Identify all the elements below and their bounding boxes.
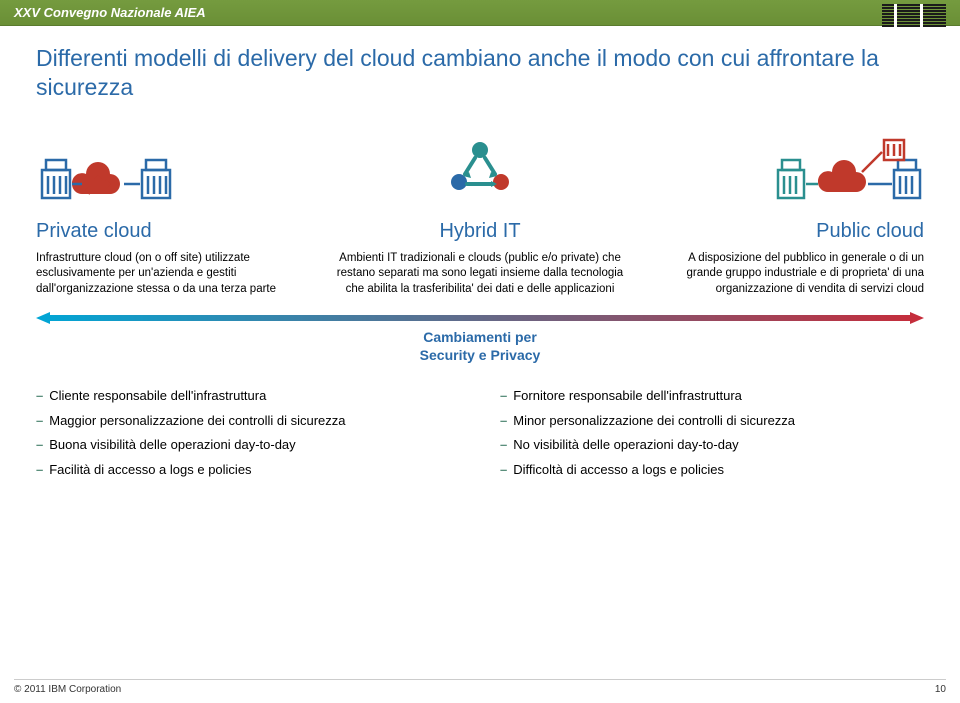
- list-item: –No visibilità delle operazioni day-to-d…: [500, 433, 924, 458]
- col-public: Public cloud A disposizione del pubblico…: [653, 136, 924, 298]
- header-bar: XXV Convegno Nazionale AIEA: [0, 0, 960, 26]
- list-item-text: Difficoltà di accesso a logs e policies: [513, 462, 724, 477]
- list-item-text: No visibilità delle operazioni day-to-da…: [513, 437, 738, 452]
- page-number: 10: [935, 684, 946, 695]
- list-item: –Difficoltà di accesso a logs e policies: [500, 458, 924, 483]
- dash-icon: –: [500, 413, 513, 428]
- list-item: –Cliente responsabile dell'infrastruttur…: [36, 384, 460, 409]
- conference-title: XXV Convegno Nazionale AIEA: [14, 5, 206, 20]
- private-heading: Private cloud: [36, 220, 307, 243]
- list-item-text: Cliente responsabile dell'infrastruttura: [49, 388, 266, 403]
- hybrid-cloud-icon: [331, 136, 629, 206]
- public-cloud-icon: [653, 136, 924, 206]
- slide-title: Differenti modelli di delivery del cloud…: [36, 44, 924, 102]
- dash-icon: –: [36, 437, 49, 452]
- list-item-text: Minor personalizzazione dei controlli di…: [513, 413, 795, 428]
- list-item-text: Fornitore responsabile dell'infrastruttu…: [513, 388, 742, 403]
- gradient-arrow: [36, 311, 924, 323]
- ibm-logo: [882, 4, 946, 33]
- dash-icon: –: [500, 437, 513, 452]
- dash-icon: –: [500, 462, 513, 477]
- list-item: –Buona visibilità delle operazioni day-t…: [36, 433, 460, 458]
- hybrid-heading: Hybrid IT: [331, 220, 629, 243]
- private-desc: Infrastrutture cloud (on o off site) uti…: [36, 251, 307, 298]
- change-label-line2: Security e Privacy: [420, 347, 541, 363]
- list-item: –Maggior personalizzazione dei controlli…: [36, 409, 460, 434]
- footer: © 2011 IBM Corporation 10: [14, 679, 946, 695]
- list-item-text: Facilità di accesso a logs e policies: [49, 462, 251, 477]
- public-heading: Public cloud: [653, 220, 924, 243]
- change-label-line1: Cambiamenti per: [423, 329, 537, 345]
- list-item: –Fornitore responsabile dell'infrastrutt…: [500, 384, 924, 409]
- list-item-text: Maggior personalizzazione dei controlli …: [49, 413, 345, 428]
- copyright: © 2011 IBM Corporation: [14, 684, 121, 695]
- list-item: –Minor personalizzazione dei controlli d…: [500, 409, 924, 434]
- col-hybrid: Hybrid IT Ambienti IT tradizionali e clo…: [331, 136, 629, 298]
- hybrid-desc: Ambienti IT tradizionali e clouds (publi…: [331, 251, 629, 298]
- right-list: –Fornitore responsabile dell'infrastrutt…: [500, 384, 924, 483]
- columns-row: Private cloud Infrastrutture cloud (on o…: [36, 136, 924, 298]
- left-list: –Cliente responsabile dell'infrastruttur…: [36, 384, 460, 483]
- col-private: Private cloud Infrastrutture cloud (on o…: [36, 136, 307, 298]
- lists-row: –Cliente responsabile dell'infrastruttur…: [36, 384, 924, 483]
- dash-icon: –: [36, 413, 49, 428]
- slide-content: Differenti modelli di delivery del cloud…: [0, 26, 960, 483]
- public-desc: A disposizione del pubblico in generale …: [653, 251, 924, 298]
- dash-icon: –: [500, 388, 513, 403]
- private-cloud-icon: [36, 136, 307, 206]
- list-item-text: Buona visibilità delle operazioni day-to…: [49, 437, 295, 452]
- change-label: Cambiamenti per Security e Privacy: [36, 329, 924, 364]
- dash-icon: –: [36, 388, 49, 403]
- list-item: –Facilità di accesso a logs e policies: [36, 458, 460, 483]
- dash-icon: –: [36, 462, 49, 477]
